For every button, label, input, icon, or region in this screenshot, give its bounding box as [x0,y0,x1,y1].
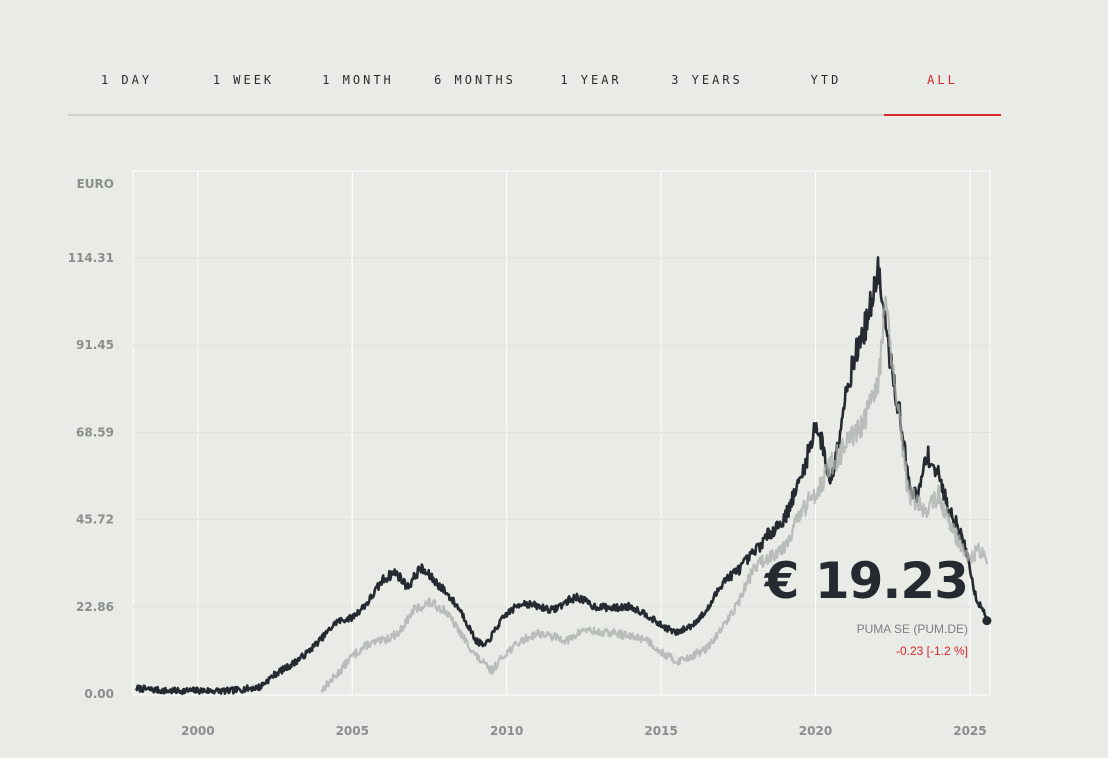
y-tick-label: 0.00 [84,687,114,701]
ticker-name: PUMA SE (PUM.DE) [856,622,968,636]
period-tabs: 1 DAY 1 WEEK 1 MONTH 6 MONTHS 1 YEAR 3 Y… [68,60,1001,116]
x-tick-label: 2000 [181,724,214,738]
last-price-marker [982,616,992,626]
main-price-line [134,256,988,696]
y-tick-label: 22.86 [76,600,114,614]
x-tick-label: 2025 [953,724,986,738]
x-tick-label: 2010 [490,724,523,738]
y-axis-label: EURO [77,177,114,191]
y-tick-label: 68.59 [76,425,114,439]
x-tick-label: 2005 [336,724,369,738]
x-tick-label: 2020 [799,724,832,738]
tab-1-month[interactable]: 1 MONTH [322,73,394,87]
tab-1-year[interactable]: 1 YEAR [560,73,622,87]
chart-axes: 2000 2005 2010 2015 2020 2025 0.00 22.86 45.72 68… [68,177,987,738]
tab-1-week[interactable]: 1 WEEK [212,73,275,87]
comparison-line [320,295,988,693]
current-price: € 19.23 [764,552,969,610]
tab-all[interactable]: ALL [927,73,958,87]
tab-ytd[interactable]: YTD [810,73,842,87]
y-tick-label: 91.45 [76,338,114,352]
plot-area [132,170,991,696]
x-tick-label: 2015 [644,724,677,738]
y-tick-label: 45.72 [76,513,114,527]
price-change: -0.23 [-1.2 %] [895,644,968,658]
y-tick-label: 114.31 [68,251,114,265]
tab-1-day[interactable]: 1 DAY [100,73,153,87]
chart-series [134,256,992,696]
active-tab-indicator [884,114,1001,116]
tab-3-years[interactable]: 3 YEARS [671,73,743,87]
tab-6-months[interactable]: 6 MONTHS [434,73,516,87]
